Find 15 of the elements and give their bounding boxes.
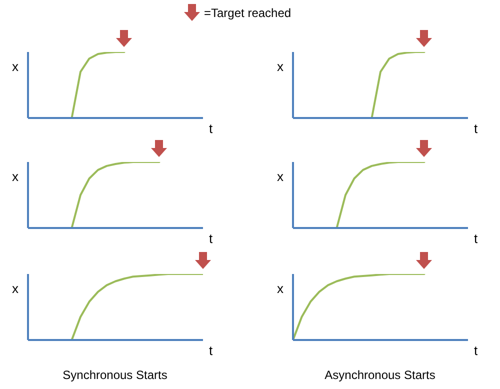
x-axis-title: t	[474, 343, 478, 358]
text: Synchronous Starts	[62, 368, 168, 382]
y-axis-title: x	[277, 169, 284, 184]
y-axis-title: x	[277, 281, 284, 296]
x-axis-title: t	[209, 231, 213, 246]
x-axis-title: t	[209, 343, 213, 358]
y-axis-title: x	[277, 59, 284, 74]
x-axis-title: t	[474, 121, 478, 136]
text: =Target reached	[204, 6, 292, 20]
x-axis-title: t	[209, 121, 213, 136]
text: Asynchronous Starts	[324, 368, 436, 382]
y-axis-title: x	[12, 59, 18, 74]
y-axis-title: x	[12, 169, 18, 184]
x-axis-title: t	[474, 231, 478, 246]
y-axis-title: x	[12, 281, 18, 296]
